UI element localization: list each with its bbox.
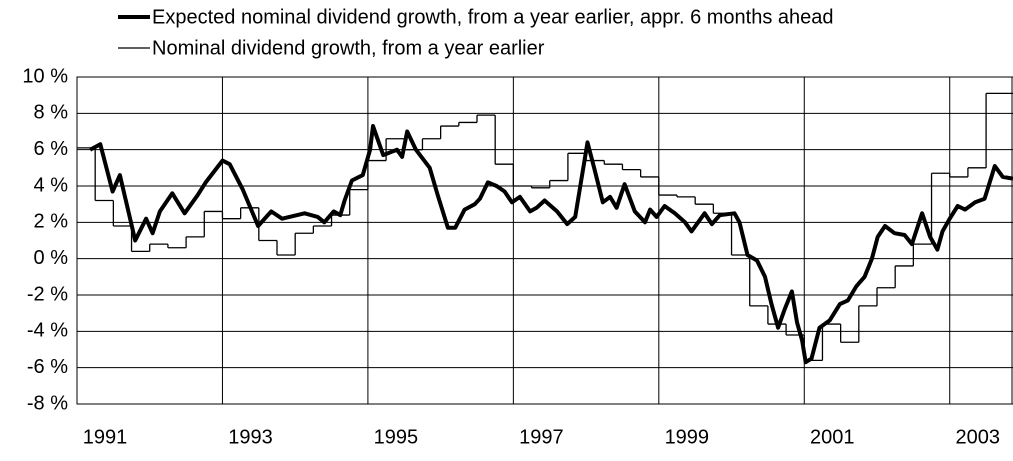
y-tick-label: 0 %	[34, 247, 69, 269]
y-tick-label: 10 %	[22, 65, 68, 87]
y-tick-label: 8 %	[34, 102, 69, 124]
y-tick-label: 6 %	[34, 138, 69, 160]
legend-label: Expected nominal dividend growth, from a…	[152, 6, 834, 28]
x-tick-label: 1997	[519, 426, 564, 448]
legend-label: Nominal dividend growth, from a year ear…	[152, 37, 545, 59]
x-tick-label: 2001	[810, 426, 855, 448]
y-tick-label: -6 %	[27, 356, 68, 378]
plot-frame	[76, 76, 1013, 405]
x-tick-label: 2003	[955, 426, 1000, 448]
y-tick-label: -4 %	[27, 320, 68, 342]
y-tick-label: -2 %	[27, 283, 68, 305]
series-line	[89, 124, 1013, 365]
y-tick-label: 4 %	[34, 174, 69, 196]
x-tick-label: 1991	[83, 426, 128, 448]
y-tick-label: 2 %	[34, 211, 69, 233]
y-tick-label: -8 %	[27, 392, 68, 414]
x-tick-label: 1993	[228, 426, 273, 448]
x-tick-label: 1995	[374, 426, 419, 448]
x-tick-label: 1999	[665, 426, 710, 448]
